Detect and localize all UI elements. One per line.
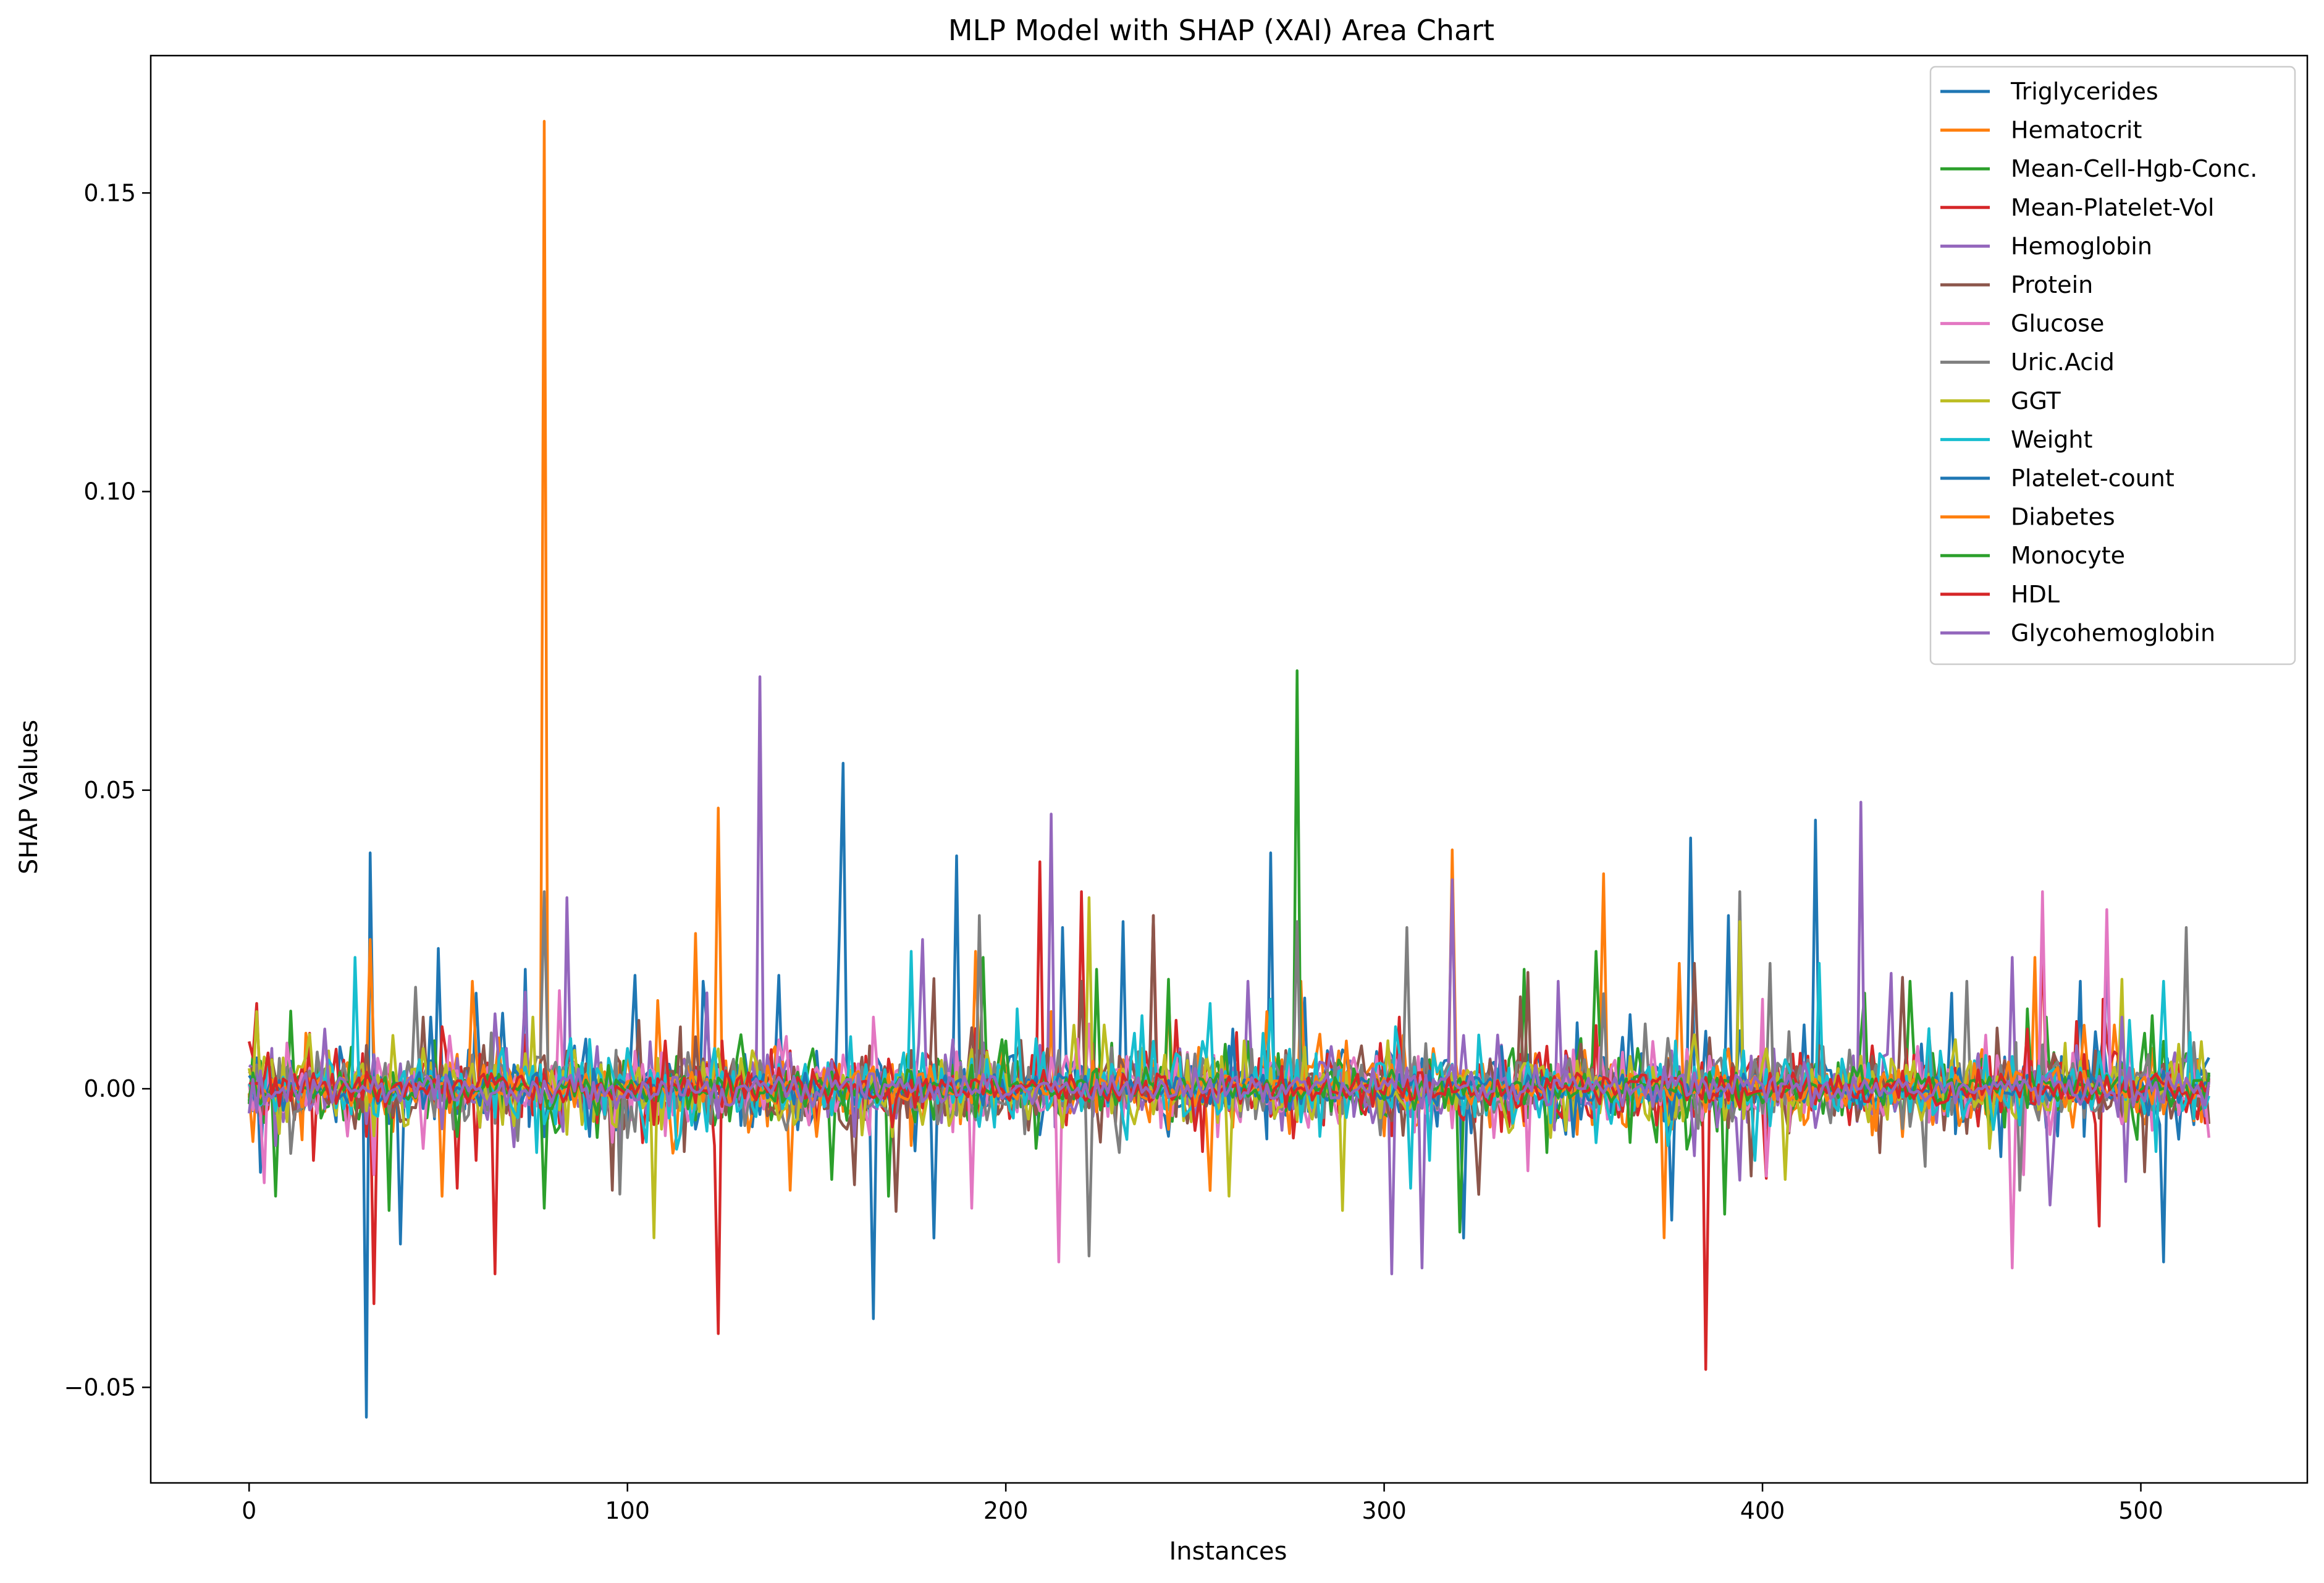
- legend-label: Hematocrit: [2011, 117, 2142, 144]
- legend-label: Uric.Acid: [2011, 348, 2115, 376]
- x-tick-label: 300: [1362, 1497, 1407, 1524]
- legend-label: Diabetes: [2011, 504, 2115, 531]
- legend-label: Platelet-count: [2011, 465, 2175, 492]
- legend-label: Glycohemoglobin: [2011, 619, 2215, 646]
- x-tick-label: 0: [242, 1497, 256, 1524]
- legend-label: Weight: [2011, 426, 2092, 453]
- series-line-glycohemoglobin: [247, 1015, 2211, 1138]
- y-tick-label: 0.15: [83, 179, 136, 206]
- legend-label: Monocyte: [2011, 542, 2125, 569]
- y-tick-label: 0.10: [83, 478, 136, 505]
- legend-label: Triglycerides: [2010, 78, 2158, 105]
- legend-label: Mean-Platelet-Vol: [2011, 194, 2214, 221]
- legend: Triglycerides Hematocrit Mean-Cell-Hgb-Con…: [1929, 65, 2296, 665]
- legend-label: Protein: [2011, 271, 2093, 298]
- y-tick-label: 0.00: [83, 1075, 136, 1102]
- x-tick-label: 100: [605, 1497, 650, 1524]
- series-lines: [247, 120, 2211, 1419]
- legend-label: HDL: [2011, 581, 2060, 608]
- legend-label: Glucose: [2011, 310, 2104, 337]
- legend-box: [1929, 65, 2296, 665]
- x-tick-label: 500: [2118, 1497, 2163, 1524]
- y-tick-label: 0.05: [83, 777, 136, 804]
- x-tick-label: 200: [983, 1497, 1029, 1524]
- chart-title: MLP Model with SHAP (XAI) Area Chart: [948, 14, 1494, 47]
- y-tick-label: −0.05: [64, 1374, 136, 1401]
- plot-frame: [149, 54, 2309, 1484]
- legend-label: GGT: [2011, 387, 2061, 415]
- legend-label: Mean-Cell-Hgb-Conc.: [2011, 155, 2257, 182]
- x-axis: 0 100 200 300 400 500: [242, 1483, 2163, 1524]
- x-axis-title: Instances: [1169, 1537, 1287, 1566]
- legend-label: Hemoglobin: [2011, 232, 2152, 260]
- y-axis: −0.05 0.00 0.05 0.10 0.15: [64, 179, 151, 1401]
- x-tick-label: 400: [1740, 1497, 1785, 1524]
- y-axis-title: SHAP Values: [15, 720, 43, 874]
